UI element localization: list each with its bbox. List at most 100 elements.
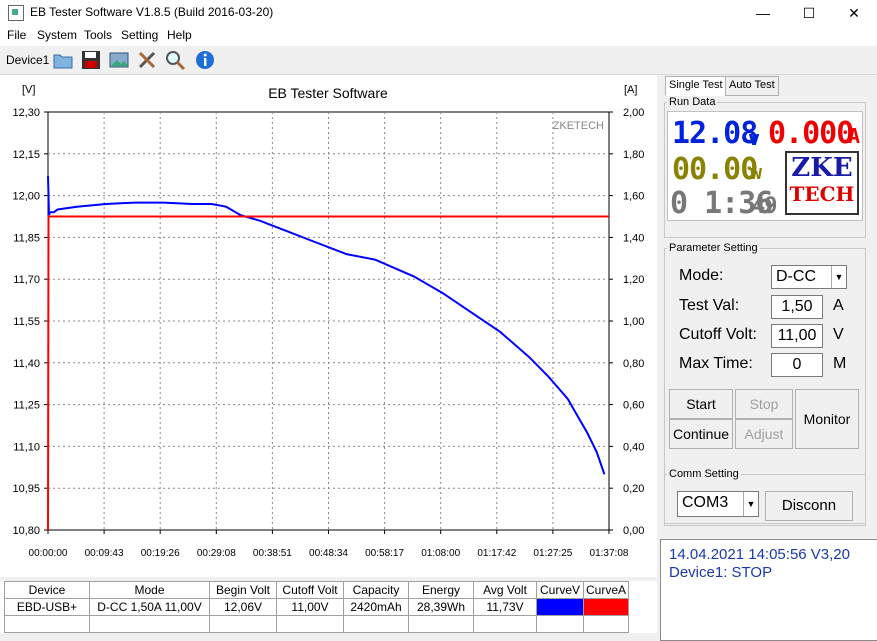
tab-auto-test[interactable]: Auto Test [725, 76, 779, 96]
comm-setting-group: Comm Setting COM3 ▼ Disconn [664, 468, 866, 526]
column-header[interactable]: Cutoff Volt [276, 581, 344, 599]
y-tick-label-left: 11,70 [13, 274, 40, 286]
x-tick-label: 01:17:42 [477, 548, 516, 559]
app-icon [8, 5, 24, 21]
menu-bar: File System Tools Setting Help [0, 26, 877, 46]
disconnect-button[interactable]: Disconn [765, 491, 853, 521]
table-cell: 11,00V [276, 598, 344, 616]
max-time-input[interactable]: 0 [771, 353, 823, 377]
results-table-panel: Device Mode Begin Volt Cutoff Volt Capacity E… [0, 581, 657, 633]
zketech-logo: ZKE TECH [785, 151, 859, 215]
menu-setting[interactable]: Setting [121, 28, 159, 42]
column-header[interactable]: Mode [89, 581, 210, 599]
status-device: Device1: STOP [669, 564, 773, 581]
column-header[interactable]: CurveA [582, 581, 630, 599]
column-header[interactable]: Begin Volt [209, 581, 277, 599]
status-timestamp: 14.04.2021 14:05:56 V3,20 [669, 546, 850, 563]
column-header[interactable]: CurveV [536, 581, 584, 599]
y-tick-label-left: 10,95 [12, 483, 40, 495]
mode-value: D-CC [776, 268, 816, 285]
close-button[interactable]: ✕ [848, 5, 860, 21]
column-header[interactable]: Capacity [343, 581, 409, 599]
com-port-select[interactable]: COM3 ▼ [677, 491, 759, 517]
y-tick-label-left: 10,80 [12, 525, 40, 537]
continue-button[interactable]: Continue [669, 419, 733, 449]
table-cell: 11,73V [473, 598, 537, 616]
device-tab[interactable]: Device1 [6, 53, 50, 67]
mode-select[interactable]: D-CC ▼ [771, 265, 847, 289]
column-header[interactable]: Avg Volt [473, 581, 537, 599]
y-tick-label-right: 1,60 [623, 191, 644, 203]
minimize-button[interactable]: — [756, 5, 770, 21]
x-tick-label: 00:09:43 [85, 548, 124, 559]
y-tick-label-left: 11,25 [13, 400, 40, 412]
x-tick-label: 00:00:00 [29, 548, 68, 559]
y-tick-label-left: 12,15 [12, 149, 40, 161]
cutoff-volt-input[interactable]: 11,00 [771, 324, 823, 348]
magnifier-icon[interactable] [164, 49, 186, 71]
window-title: EB Tester Software V1.8.5 (Build 2016-03… [30, 5, 274, 19]
column-header[interactable]: Energy [408, 581, 474, 599]
stop-button[interactable]: Stop [735, 389, 793, 419]
results-table: Device Mode Begin Volt Cutoff Volt Capacity E… [4, 581, 630, 633]
chevron-down-icon[interactable]: ▼ [831, 266, 846, 288]
comm-setting-label: Comm Setting [667, 468, 741, 480]
start-button[interactable]: Start [669, 389, 733, 419]
test-val-input[interactable]: 1,50 [771, 295, 823, 319]
curve-color-swatch [536, 598, 584, 616]
y-tick-label-left: 11,55 [13, 316, 40, 328]
save-icon[interactable] [80, 49, 102, 71]
right-panel: Single Test Auto Test Run Data 12.08 v 0… [660, 74, 877, 641]
y-axis-right: 2,00 1,80 1,60 1,40 1,20 1,00 0,80 0,60 0,40 0,20… [609, 107, 644, 537]
curve-color-swatch [582, 598, 630, 616]
chart-title: EB Tester Software [268, 85, 388, 101]
y-tick-label-right: 2,00 [623, 107, 644, 119]
parameter-setting-label: Parameter Setting [667, 242, 760, 254]
test-val-unit: A [833, 297, 844, 314]
voltage-readout: 12.08 [672, 116, 758, 151]
open-folder-icon[interactable] [52, 49, 74, 71]
info-icon[interactable] [194, 49, 216, 71]
y-tick-label-left: 11,10 [13, 441, 40, 453]
toolbar: Device1 [0, 46, 877, 75]
y-tick-label-left: 12,30 [12, 107, 40, 119]
monitor-button[interactable]: Monitor [795, 389, 859, 449]
y-tick-label-left: 11,85 [13, 232, 40, 244]
run-data-label: Run Data [667, 96, 718, 108]
menu-tools[interactable]: Tools [84, 28, 113, 42]
adjust-button[interactable]: Adjust [735, 419, 793, 449]
y-tick-label-right: 1,80 [623, 149, 644, 161]
tools-icon[interactable] [136, 49, 158, 71]
chart-grid [47, 111, 610, 531]
chart-watermark: ZKETECH [553, 120, 604, 132]
x-tick-label: 00:38:51 [253, 548, 292, 559]
parameter-setting-group: Parameter Setting Mode: D-CC ▼ Test Val:… [664, 242, 866, 524]
elapsed-time: 0 1:36 [670, 186, 773, 221]
column-header[interactable]: Device [4, 581, 90, 599]
x-tick-label: 00:19:26 [141, 548, 180, 559]
chevron-down-icon[interactable]: ▼ [743, 492, 758, 516]
menu-system[interactable]: System [37, 28, 78, 42]
maximize-button[interactable]: ☐ [802, 5, 816, 21]
voltage-unit: v [748, 126, 760, 150]
x-tick-label: 01:08:00 [421, 548, 460, 559]
x-tick-label: 00:58:17 [365, 548, 404, 559]
picture-icon[interactable] [108, 49, 130, 71]
y-tick-label-right: 1,40 [623, 232, 644, 244]
y-axis-left-unit: [V] [22, 84, 35, 96]
menu-file[interactable]: File [7, 28, 27, 42]
table-row[interactable]: EBD-USB+ D-CC 1,50A 11,00V 12,06V 11,00V 242… [4, 598, 630, 616]
max-time-label: Max Time: [679, 355, 753, 372]
current-readout: 0.000 [768, 116, 854, 151]
y-tick-label-right: 0,00 [623, 525, 644, 537]
y-axis-left: 12,30 12,15 12,00 11,85 11,70 11,55 11,40 11,25… [12, 107, 48, 537]
elapsed-seconds: 49 [752, 194, 777, 219]
table-empty-row [4, 615, 630, 633]
x-tick-label: 00:48:34 [309, 548, 348, 559]
y-tick-label-right: 0,20 [623, 483, 644, 495]
run-data-group: Run Data 12.08 v 0.000 A 00.00 w 0 1:36 … [664, 96, 866, 238]
y-tick-label-left: 12,00 [12, 191, 40, 203]
tab-single-test[interactable]: Single Test [665, 76, 727, 96]
menu-help[interactable]: Help [167, 28, 192, 42]
voltage-current-chart: 12,30 12,15 12,00 11,85 11,70 11,55 11,40 11,25… [12, 84, 644, 559]
